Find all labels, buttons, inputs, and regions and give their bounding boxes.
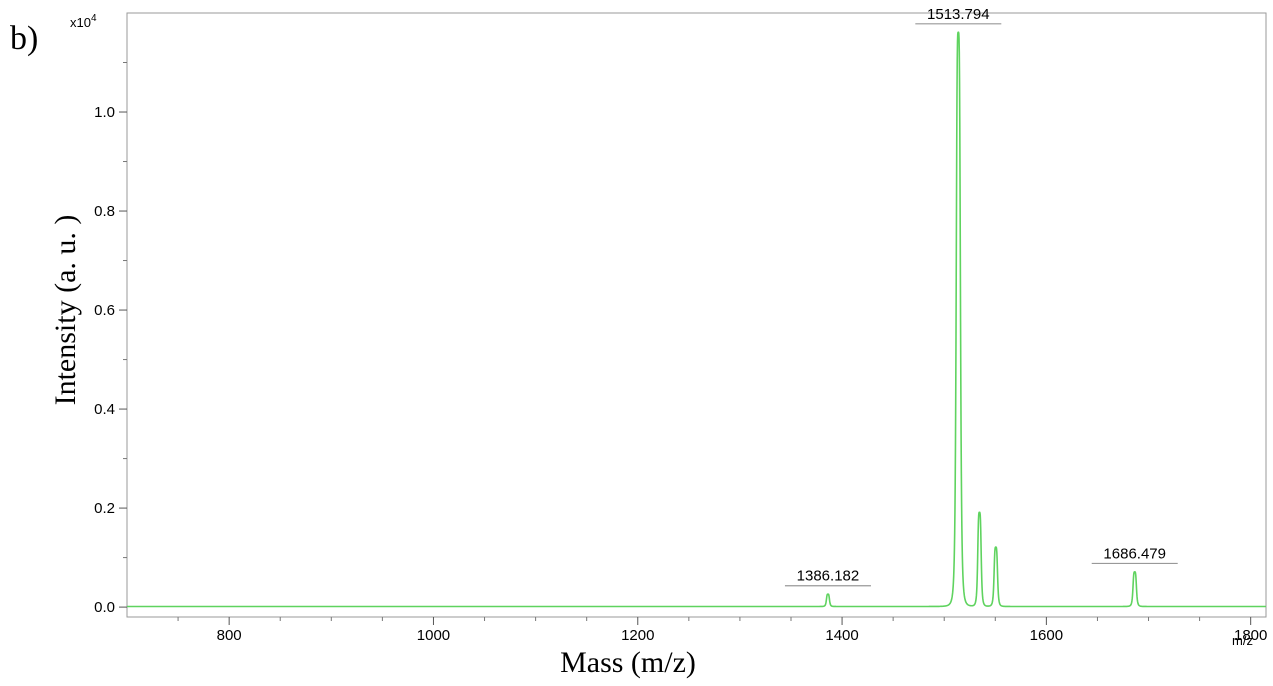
y-axis-label: Intensity (a. u. ) (49, 214, 82, 406)
x-tick-label: 1000 (417, 627, 450, 644)
peak-label: 1513.794 (927, 6, 990, 23)
spectrum-line (127, 31, 1266, 608)
y-tick-label: 0.4 (94, 401, 115, 418)
x-tick-label: 1600 (1030, 627, 1063, 644)
plot-frame (126, 12, 1267, 618)
y-tick-label: 0.0 (94, 599, 115, 616)
peak-label: 1386.182 (797, 568, 860, 585)
panel-label: b) (10, 20, 39, 57)
y-tick-label: 1.0 (94, 104, 115, 121)
x-tick-label: 1200 (621, 627, 654, 644)
y-tick-label: 0.2 (94, 500, 115, 517)
y-tick-label: 0.8 (94, 203, 115, 220)
x-axis-label: Mass (m/z) (560, 646, 696, 679)
x-tick-label: 1800 (1234, 627, 1267, 644)
peak-label: 1686.479 (1103, 545, 1166, 562)
x-tick-label: 1400 (825, 627, 858, 644)
peak-labels: 1386.182 1513.794 1686.479 (784, 6, 1178, 587)
axis-ticks: 800 1000 1200 1400 1600 1800 0.0 0.2 0.4 0.6 0.8 1.… (94, 62, 1267, 644)
y-scale-exponent: 4 (91, 13, 97, 24)
y-scale-prefix: x104 (70, 13, 97, 30)
x-unit-label: m/z (1232, 633, 1253, 648)
y-tick-label: 0.6 (94, 302, 115, 319)
x-tick-label: 800 (217, 627, 242, 644)
